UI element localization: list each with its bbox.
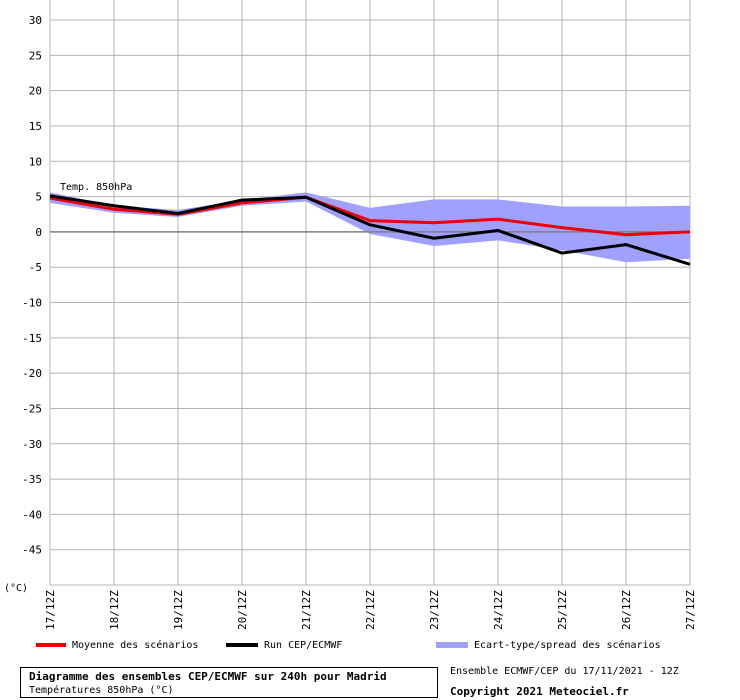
x-tick-label: 19/12Z [172,590,185,630]
legend-swatch-mean [36,643,66,647]
chart: 30 25 20 15 10 5 0 -5 -10 -15 -20 -25 -30 -35 -40 -45 1… [4,0,697,630]
legend-item-run: Run CEP/ECMWF [226,640,342,654]
y-tick-labels: 30 25 20 15 10 5 0 -5 -10 -15 -20 -25 -30 -35 -40 -45 [22,14,42,557]
y-tick-label: 0 [35,226,42,239]
legend-item-spread: Ecart-type/spread des scénarios [436,640,661,654]
legend-item-mean: Moyenne des scénarios [36,640,198,654]
legend-swatch-spread [436,642,468,648]
x-tick-label: 20/12Z [236,590,249,630]
series-line-run [49,194,691,266]
y-tick-label: -20 [22,367,42,380]
x-tick-label: 24/12Z [492,590,505,630]
x-tick-labels: 17/12Z 18/12Z 19/12Z 20/12Z 21/12Z 22/12Z 23/1… [44,590,697,630]
legend-swatch-run [226,643,258,647]
legend-label-spread: Ecart-type/spread des scénarios [474,640,661,651]
legend-label-run: Run CEP/ECMWF [264,640,343,651]
y-tick-label: -35 [22,473,42,486]
y-tick-label: -5 [29,261,42,274]
grid [49,0,691,586]
y-axis-unit-label: (°C) [4,583,28,594]
ensemble-info: Ensemble ECMWF/CEP du 17/11/2021 - 12Z [450,666,679,677]
y-tick-label: -40 [22,508,42,521]
x-tick-label: 18/12Z [108,590,121,630]
x-tick-label: 27/12Z [684,590,697,630]
y-tick-label: 5 [35,191,42,204]
y-tick-label: 25 [29,49,42,62]
chart-title-box: Diagramme des ensembles CEP/ECMWF sur 24… [20,667,438,698]
y-tick-label: -15 [22,332,42,345]
y-tick-label: 30 [29,14,42,27]
temp-annotation: Temp. 850hPa [60,182,132,193]
chart-subtitle: Températures 850hPa (°C) [29,685,174,696]
x-tick-label: 23/12Z [428,590,441,630]
series-line-mean [49,195,691,237]
series-lines [49,194,691,266]
y-tick-label: -30 [22,438,42,451]
copyright: Copyright 2021 Meteociel.fr [450,685,629,698]
chart-title: Diagramme des ensembles CEP/ECMWF sur 24… [29,670,387,683]
x-tick-label: 17/12Z [44,590,57,630]
legend-label-mean: Moyenne des scénarios [72,640,199,651]
x-tick-label: 22/12Z [364,590,377,630]
x-tick-label: 21/12Z [300,590,313,630]
x-tick-label: 25/12Z [556,590,569,630]
y-tick-label: -10 [22,297,42,310]
y-tick-label: 10 [29,155,42,168]
y-tick-label: 15 [29,120,42,133]
x-tick-label: 26/12Z [620,590,633,630]
y-tick-label: -25 [22,402,42,415]
y-tick-label: -45 [22,544,42,557]
y-tick-label: 20 [29,85,42,98]
